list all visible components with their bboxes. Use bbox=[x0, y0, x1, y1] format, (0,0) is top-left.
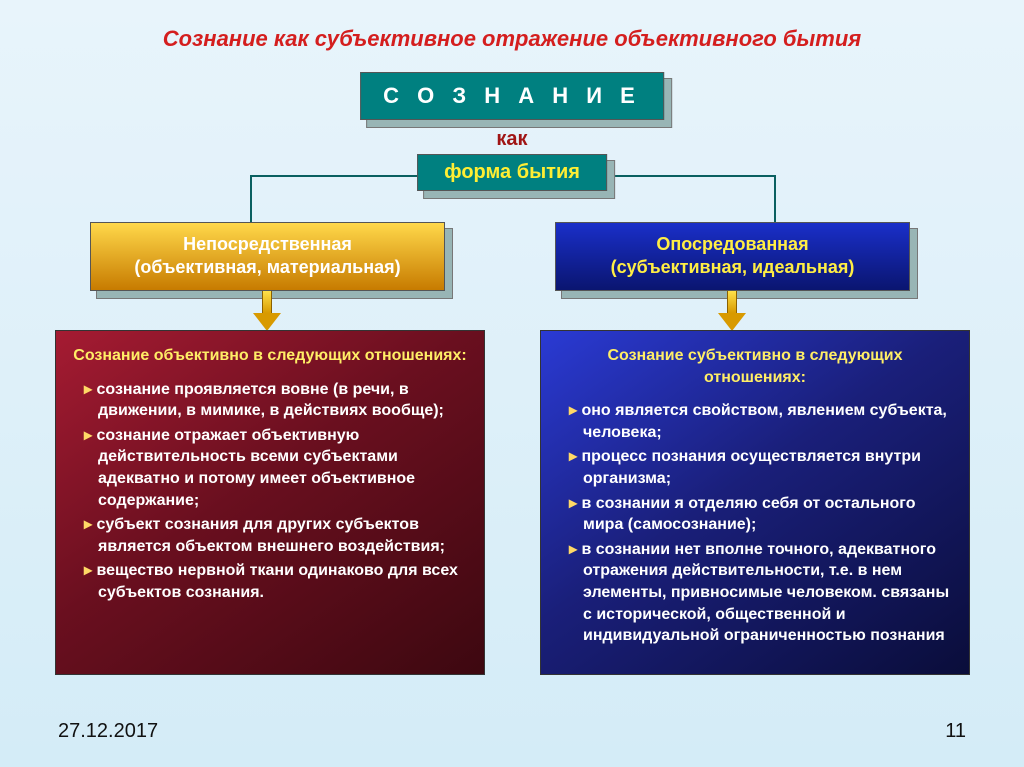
footer-date: 27.12.2017 bbox=[58, 720, 158, 743]
page-title: Сознание как субъективное отражение объе… bbox=[0, 0, 1024, 52]
forma-box: форма бытия bbox=[417, 154, 607, 191]
branch-right-box: Опосредованная (субъективная, идеальная) bbox=[555, 222, 910, 291]
branch-left-box: Непосредственная (объективная, материаль… bbox=[90, 222, 445, 291]
bullet-item: в сознании нет вполне точного, адекватно… bbox=[557, 539, 953, 647]
arrow-down-right-icon bbox=[718, 290, 746, 330]
branch-right-label: Опосредованная (субъективная, идеальная) bbox=[555, 222, 910, 291]
content-right-heading: Сознание субъективно в следующих отношен… bbox=[557, 345, 953, 388]
bullet-item: в сознании я отделяю себя от остального … bbox=[557, 493, 953, 536]
branch-left-line2: (объективная, материальная) bbox=[99, 256, 436, 279]
branch-left-line1: Непосредственная bbox=[99, 233, 436, 256]
connector-vertical-left bbox=[250, 175, 252, 225]
content-right-panel: Сознание субъективно в следующих отношен… bbox=[540, 330, 970, 675]
content-left-panel: Сознание объективно в следующих отношени… bbox=[55, 330, 485, 675]
content-left-body: сознание проявляется вовне (в речи, в дв… bbox=[72, 379, 468, 604]
arrow-down-left-icon bbox=[253, 290, 281, 330]
bullet-item: процесс познания осуществляется внутри о… bbox=[557, 446, 953, 489]
forma-label: форма бытия bbox=[417, 154, 607, 191]
branch-right-line2: (субъективная, идеальная) bbox=[564, 256, 901, 279]
footer-page: 11 bbox=[945, 720, 966, 743]
kak-label: как bbox=[496, 128, 527, 151]
top-box: С О З Н А Н И Е bbox=[360, 72, 664, 120]
branch-right-line1: Опосредованная bbox=[564, 233, 901, 256]
bullet-item: сознание проявляется вовне (в речи, в дв… bbox=[72, 379, 468, 422]
top-box-label: С О З Н А Н И Е bbox=[360, 72, 664, 120]
bullet-item: сознание отражает объективную действител… bbox=[72, 425, 468, 511]
bullet-item: субъект сознания для других субъектов яв… bbox=[72, 514, 468, 557]
content-left-heading: Сознание объективно в следующих отношени… bbox=[72, 345, 468, 367]
bullet-item: оно является свойством, явлением субъект… bbox=[557, 400, 953, 443]
branch-left-label: Непосредственная (объективная, материаль… bbox=[90, 222, 445, 291]
content-right-body: оно является свойством, явлением субъект… bbox=[557, 400, 953, 647]
connector-vertical-right bbox=[774, 175, 776, 225]
bullet-item: вещество нервной ткани одинаково для все… bbox=[72, 560, 468, 603]
